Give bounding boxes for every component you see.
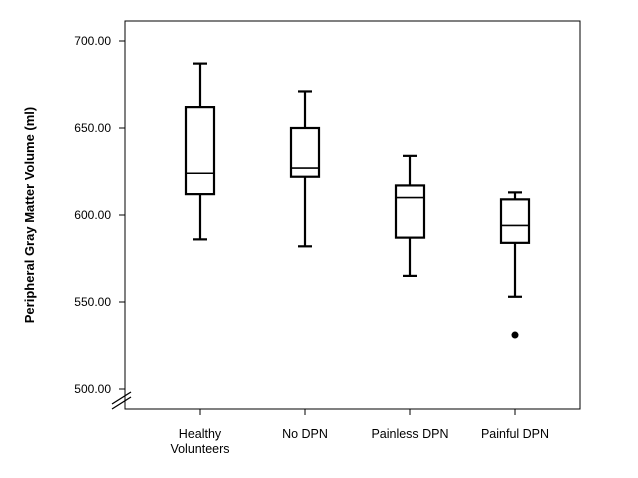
y-tick-label: 500.00 <box>74 382 111 396</box>
box-1 <box>184 62 216 241</box>
y-axis-title: Peripheral Gray Matter Volume (ml) <box>22 107 37 324</box>
x-axis-ticks: Healthy Volunteers No DPN Painless DPN Painf… <box>170 409 549 456</box>
y-tick-label: 550.00 <box>74 295 111 309</box>
box-series <box>184 62 531 339</box>
box-3 <box>394 154 426 277</box>
x-category-label: Healthy Volunteers <box>170 427 229 456</box>
iqr-box <box>499 198 531 244</box>
y-tick-label: 700.00 <box>74 34 111 48</box>
iqr-box <box>289 126 321 178</box>
box-2 <box>289 90 321 248</box>
iqr-box <box>394 184 426 239</box>
y-axis-ticks: 700.00 650.00 600.00 550.00 500.00 <box>74 34 125 396</box>
y-tick-label: 650.00 <box>74 121 111 135</box>
outlier-point <box>511 331 519 339</box>
iqr-box <box>184 106 216 196</box>
axis-break-mark <box>111 391 132 410</box>
box-4 <box>499 191 531 339</box>
x-category-label: Painful DPN <box>481 427 549 441</box>
y-tick-label: 600.00 <box>74 208 111 222</box>
x-category-label: Painless DPN <box>371 427 448 441</box>
x-category-label: No DPN <box>282 427 328 441</box>
